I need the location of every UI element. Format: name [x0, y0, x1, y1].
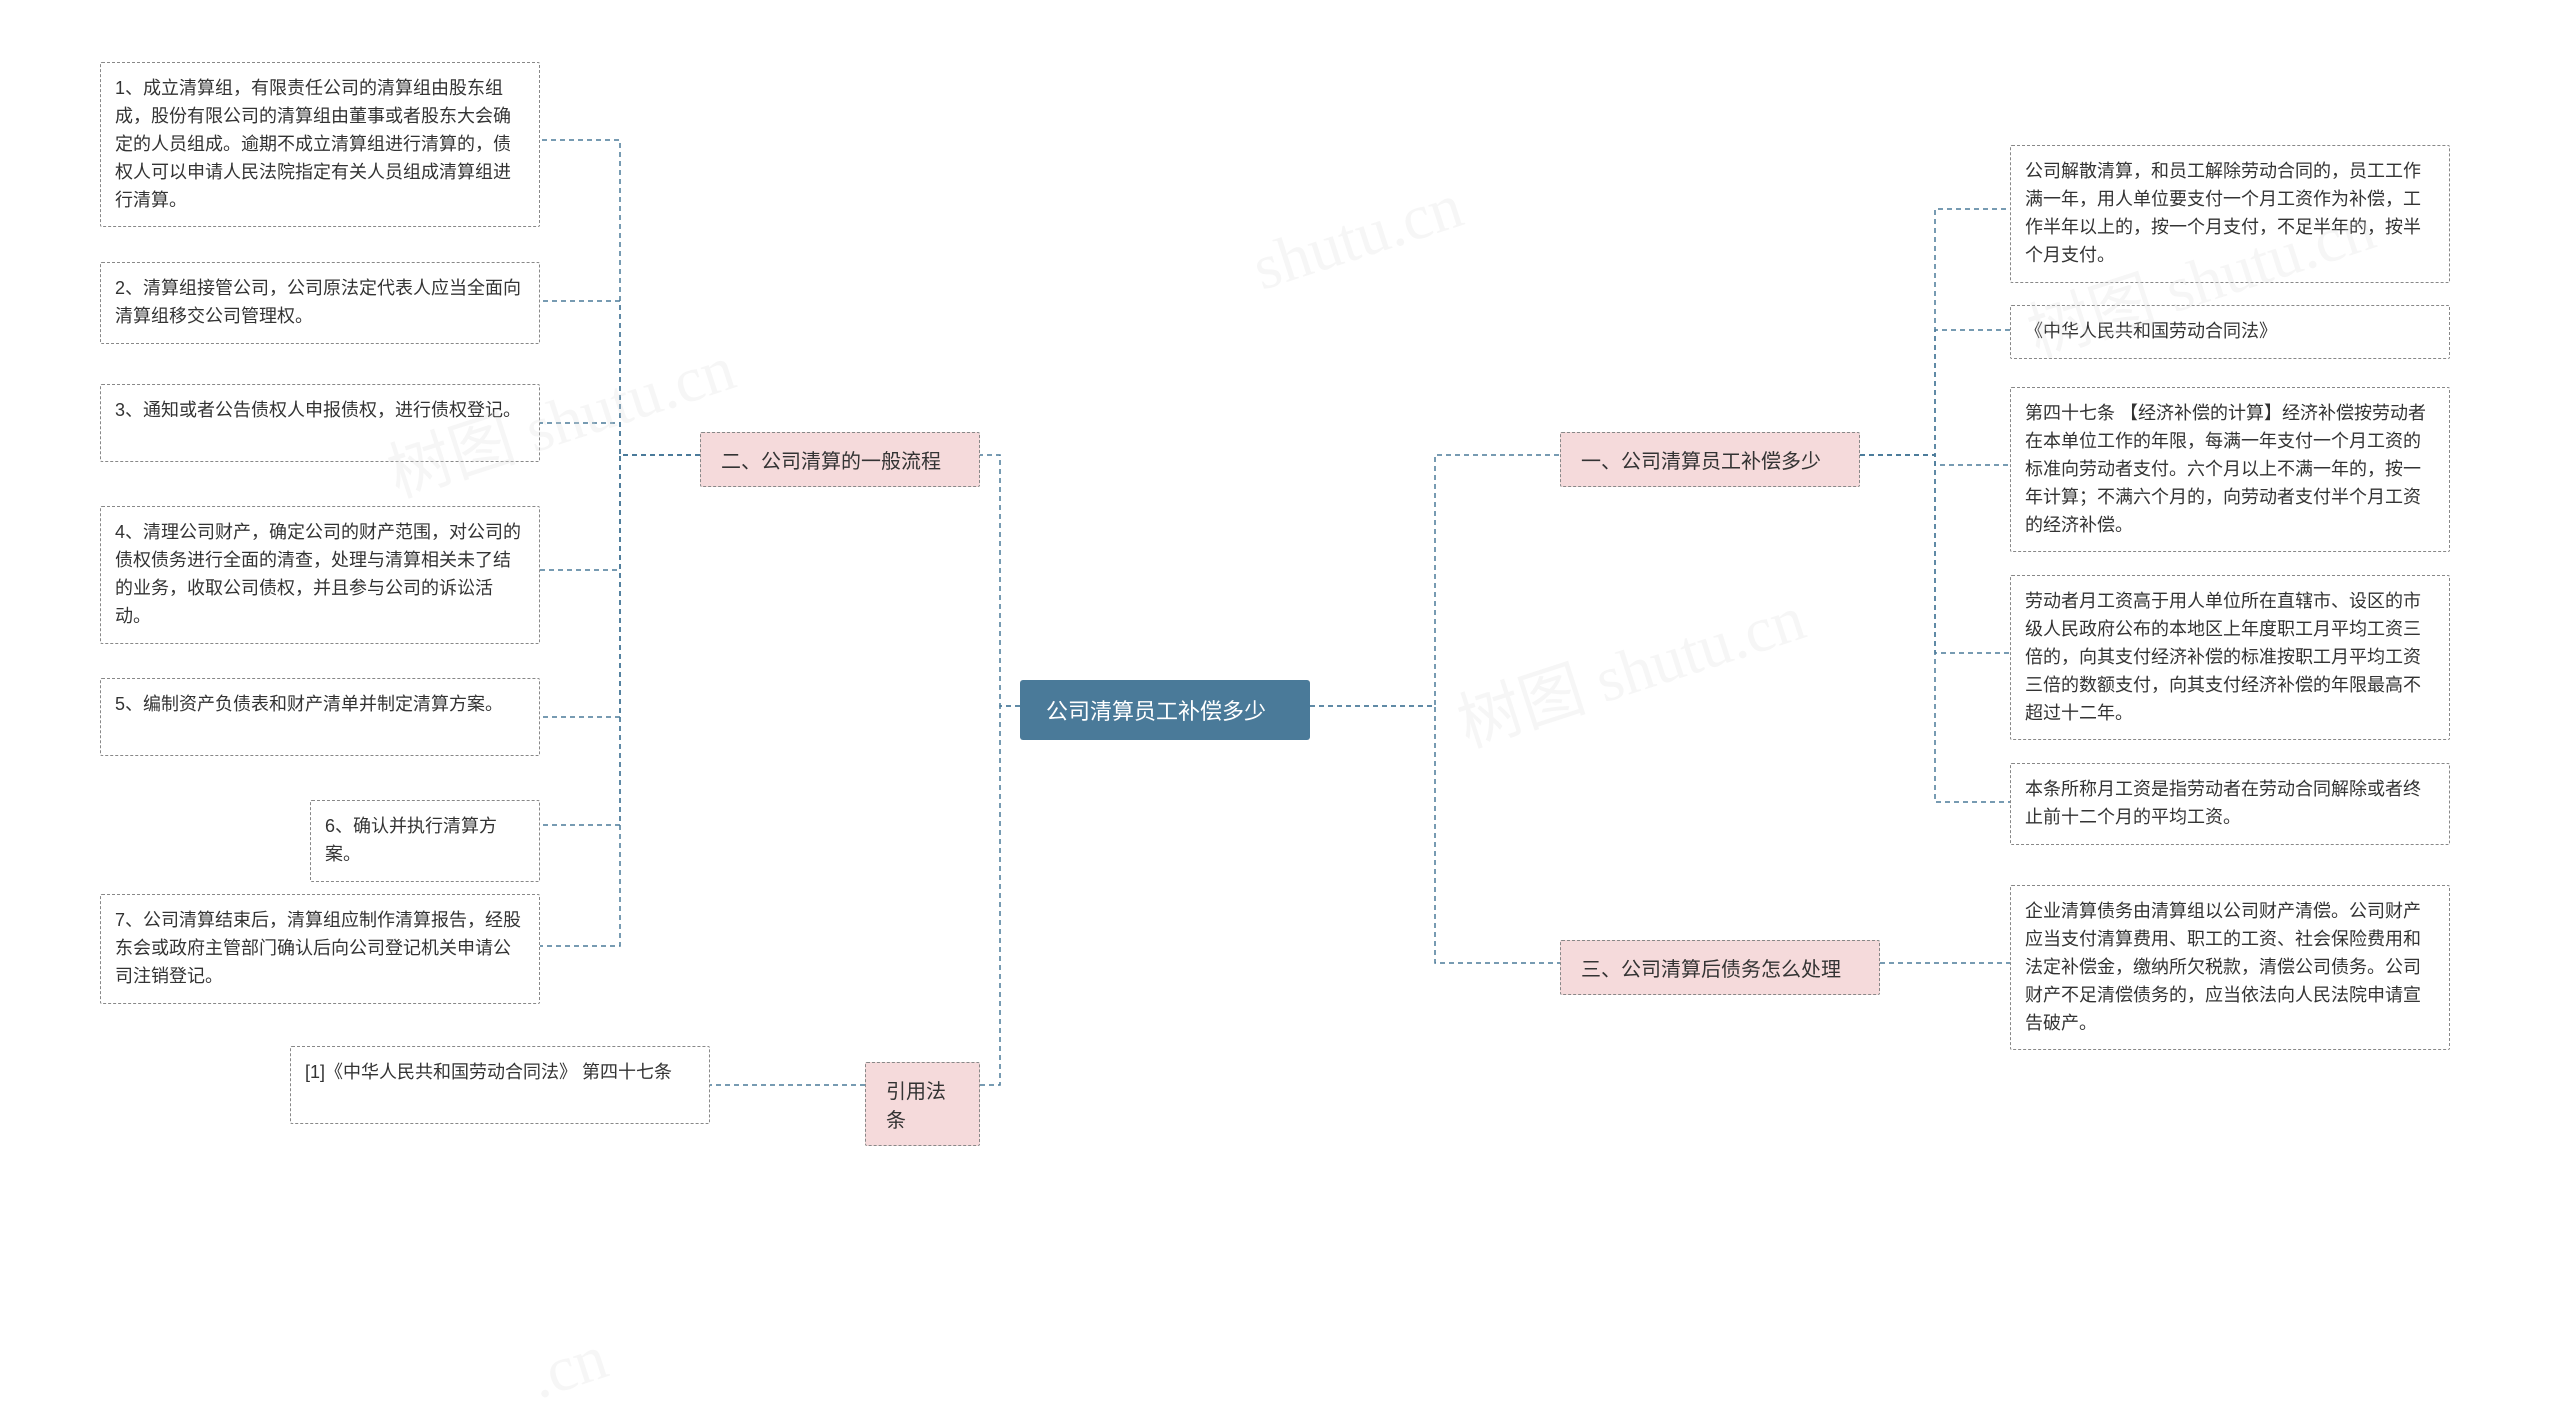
leaf-b2-4: 5、编制资产负债表和财产清单并制定清算方案。: [100, 678, 540, 756]
leaf-b2-2: 3、通知或者公告债权人申报债权，进行债权登记。: [100, 384, 540, 462]
branch-b1: 一、公司清算员工补偿多少: [1560, 432, 1860, 487]
leaf-b2-5: 6、确认并执行清算方案。: [310, 800, 540, 882]
leaf-b2-0: 1、成立清算组，有限责任公司的清算组由股东组成，股份有限公司的清算组由董事或者股…: [100, 62, 540, 227]
branch-b3: 三、公司清算后债务怎么处理: [1560, 940, 1880, 995]
leaf-b2-1: 2、清算组接管公司，公司原法定代表人应当全面向清算组移交公司管理权。: [100, 262, 540, 344]
center-label: 公司清算员工补偿多少: [1046, 699, 1266, 724]
leaf-b2-6: 7、公司清算结束后，清算组应制作清算报告，经股东会或政府主管部门确认后向公司登记…: [100, 894, 540, 1004]
leaf-b1-4: 本条所称月工资是指劳动者在劳动合同解除或者终止前十二个月的平均工资。: [2010, 763, 2450, 845]
leaf-b2-3: 4、清理公司财产，确定公司的财产范围，对公司的债权债务进行全面的清查，处理与清算…: [100, 506, 540, 644]
watermark-4: .cn: [520, 1320, 616, 1414]
leaf-b1-0: 公司解散清算，和员工解除劳动合同的，员工工作满一年，用人单位要支付一个月工资作为…: [2010, 145, 2450, 283]
center-node: 公司清算员工补偿多少: [1020, 680, 1310, 740]
watermark-1: shutu.cn: [1244, 169, 1471, 306]
watermark-3: 树图 shutu.cn: [1445, 567, 1815, 765]
branch-bref: 引用法条: [865, 1062, 980, 1146]
branch-b2: 二、公司清算的一般流程: [700, 432, 980, 487]
leaf-bref-0: [1]《中华人民共和国劳动合同法》 第四十七条: [290, 1046, 710, 1124]
leaf-b1-1: 《中华人民共和国劳动合同法》: [2010, 305, 2450, 359]
leaf-b1-2: 第四十七条 【经济补偿的计算】经济补偿按劳动者在本单位工作的年限，每满一年支付一…: [2010, 387, 2450, 552]
leaf-b3-0: 企业清算债务由清算组以公司财产清偿。公司财产应当支付清算费用、职工的工资、社会保…: [2010, 885, 2450, 1050]
leaf-b1-3: 劳动者月工资高于用人单位所在直辖市、设区的市级人民政府公布的本地区上年度职工月平…: [2010, 575, 2450, 740]
